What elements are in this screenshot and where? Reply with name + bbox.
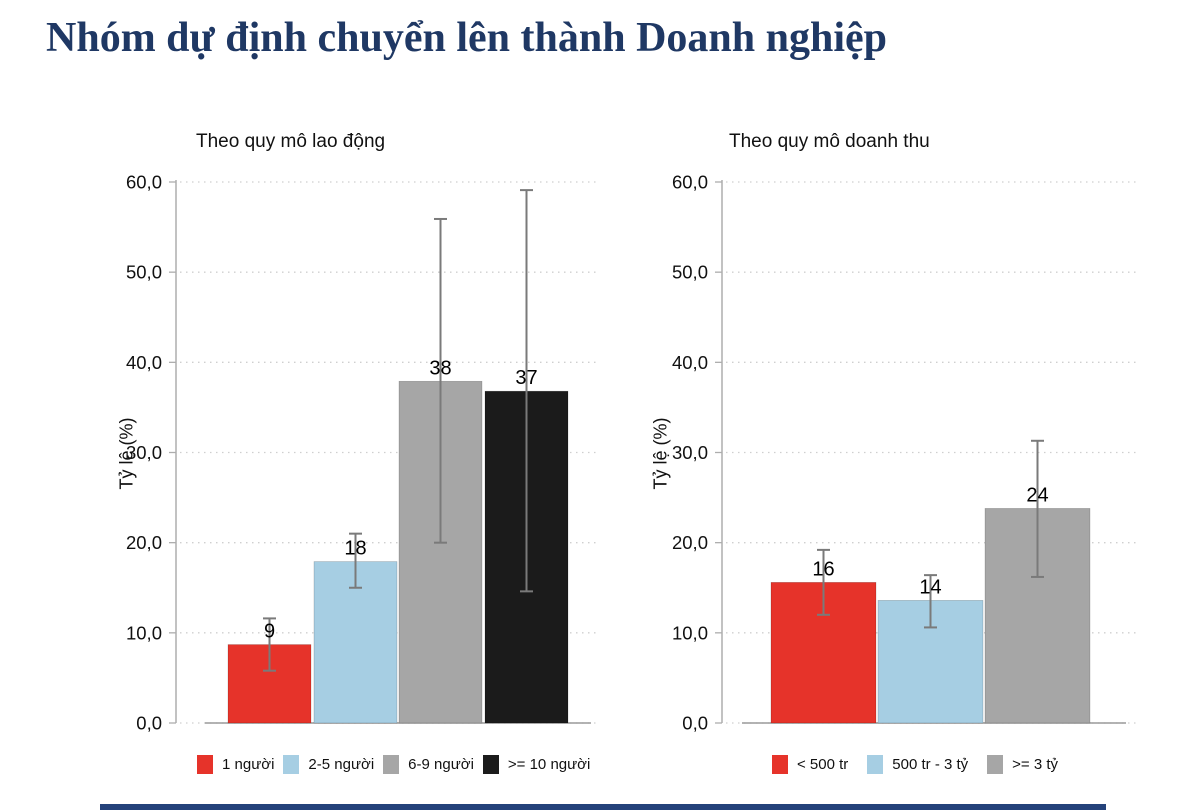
legend-item: >= 3 tỷ bbox=[987, 755, 1058, 774]
legend-label: 500 tr - 3 tỷ bbox=[892, 756, 969, 773]
legend-item: < 500 tr bbox=[772, 755, 848, 774]
legend-swatch bbox=[987, 755, 1004, 774]
bottom-strip bbox=[100, 804, 1106, 810]
legend-label: 2-5 người bbox=[308, 756, 375, 773]
tick-label: 30,0 bbox=[672, 442, 708, 463]
y-axis-label-left: Tỷ lệ (%) bbox=[116, 417, 137, 490]
legend-item: 2-5 người bbox=[283, 755, 374, 774]
bar-value-label: 16 bbox=[812, 558, 834, 580]
legend-swatch bbox=[283, 755, 300, 774]
legend-item: 6-9 người bbox=[383, 755, 474, 774]
legend-label: >= 3 tỷ bbox=[1012, 756, 1059, 773]
tick-label: 50,0 bbox=[672, 262, 708, 283]
chart-title-revenue: Theo quy mô doanh thu bbox=[729, 131, 930, 152]
page-title: Nhóm dự định chuyển lên thành Doanh nghi… bbox=[46, 15, 888, 61]
legend-label: < 500 tr bbox=[797, 756, 849, 773]
tick-label: 0,0 bbox=[682, 712, 708, 733]
legend-revenue: < 500 tr 500 tr - 3 tỷ >= 3 tỷ bbox=[772, 755, 1058, 774]
legend-label: >= 10 người bbox=[507, 756, 591, 773]
legend-label: 1 người bbox=[222, 756, 275, 773]
legend-item: 500 tr - 3 tỷ bbox=[867, 755, 968, 774]
bar-value-label: 38 bbox=[429, 357, 451, 379]
legend-swatch bbox=[197, 755, 213, 774]
bar-value-label: 9 bbox=[264, 621, 275, 643]
bar-value-label: 14 bbox=[919, 576, 941, 598]
legend-swatch bbox=[867, 755, 884, 774]
legend-swatch bbox=[383, 755, 400, 774]
legend-swatch bbox=[772, 755, 788, 774]
bar-value-label: 24 bbox=[1026, 484, 1048, 506]
tick-label: 20,0 bbox=[126, 532, 162, 553]
bar-value-label: 37 bbox=[515, 367, 537, 389]
tick-label: 50,0 bbox=[126, 262, 162, 283]
tick-label: 0,0 bbox=[136, 712, 162, 733]
legend-item: >= 10 người bbox=[482, 755, 591, 774]
legend-item: 1 người bbox=[197, 755, 274, 774]
tick-label: 40,0 bbox=[672, 352, 708, 373]
bar-value-label: 18 bbox=[344, 538, 366, 560]
tick-label: 40,0 bbox=[126, 352, 162, 373]
tick-label: 10,0 bbox=[672, 622, 708, 643]
legend-labor: 1 người 2-5 người 6-9 người >= 10 người bbox=[197, 755, 590, 774]
tick-label: 60,0 bbox=[672, 171, 708, 192]
tick-label: 20,0 bbox=[672, 532, 708, 553]
tick-label: 10,0 bbox=[126, 622, 162, 643]
chart-title-labor: Theo quy mô lao động bbox=[196, 131, 386, 152]
legend-swatch bbox=[482, 755, 499, 774]
y-axis-label-right: Tỷ lệ (%) bbox=[650, 417, 671, 490]
tick-label: 60,0 bbox=[126, 171, 162, 192]
legend-label: 6-9 người bbox=[408, 756, 474, 773]
tick-label: 30,0 bbox=[126, 442, 162, 463]
